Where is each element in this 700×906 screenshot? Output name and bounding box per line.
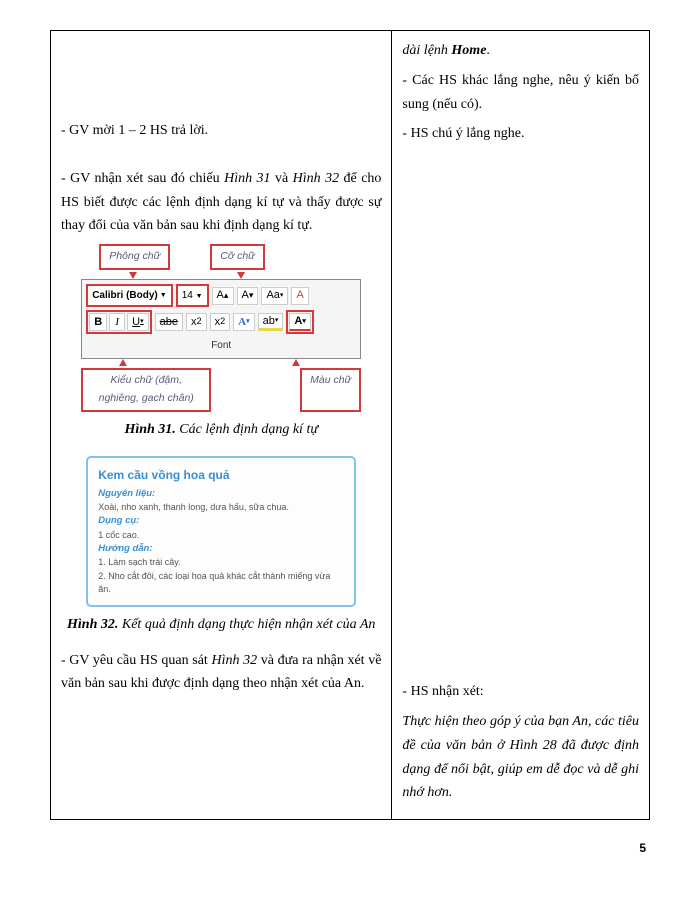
t: dài lệnh: [402, 43, 451, 58]
font-size-select[interactable]: 14 ▼: [176, 284, 209, 307]
caption-31: Hình 31. Các lệnh định dạng kí tự: [61, 418, 381, 442]
text-effects-btn[interactable]: A ▾: [233, 313, 254, 331]
style-group: B I U ▾: [86, 310, 151, 334]
t: Hình 31.: [124, 422, 179, 437]
font-ribbon: Calibri (Body) ▼ 14 ▼ A▴ A▾ Aa▾ A: [81, 279, 361, 359]
caption-32: Hình 32. Kết quả định dạng thực hiện nhậ…: [61, 613, 381, 637]
highlight-btn[interactable]: ab ▾: [258, 313, 284, 331]
superscript-btn[interactable]: x2: [210, 313, 231, 331]
subhead: Hướng dẫn:: [98, 542, 344, 556]
ribbon-group-label: Font: [86, 337, 356, 354]
label-color: Màu chữ: [300, 368, 361, 412]
t: Các lệnh định dạng kí tự: [179, 422, 318, 437]
t: Hình 32: [211, 653, 257, 668]
line: Xoài, nho xanh, thanh long, dưa hấu, sữa…: [98, 501, 344, 515]
clear-format-btn[interactable]: A: [291, 287, 308, 305]
t: .: [486, 43, 490, 58]
label-font: Phông chữ: [99, 244, 170, 270]
label-style: Kiểu chữ (đậm, nghiêng, gạch chân): [81, 368, 211, 412]
left-column: - GV mời 1 – 2 HS trả lời. - GV nhận xét…: [51, 31, 392, 820]
arrow-icon: [129, 272, 137, 279]
font-color-btn[interactable]: A ▾: [289, 313, 310, 331]
t: và: [271, 171, 293, 186]
font-color-group: A ▾: [286, 310, 313, 334]
subhead: Nguyên liệu:: [98, 487, 344, 501]
right-p2: - Các HS khác lắng nghe, nêu ý kiến bổ s…: [402, 69, 639, 117]
figure-32: Kem cầu vồng hoa quả Nguyên liệu: Xoài, …: [86, 456, 356, 607]
underline-btn[interactable]: U ▾: [127, 313, 148, 331]
figure-31: Phông chữ Cỡ chữ Calibri (Body) ▼ 14: [81, 244, 361, 412]
italic-btn[interactable]: I: [109, 313, 125, 331]
card-title: Kem cầu vồng hoa quả: [98, 466, 344, 484]
chevron-down-icon: ▼: [160, 290, 167, 302]
subscript-btn[interactable]: x2: [186, 313, 207, 331]
chevron-down-icon: ▼: [196, 293, 203, 300]
font-name-select[interactable]: Calibri (Body) ▼: [86, 284, 173, 307]
right-column: dài lệnh Home. - Các HS khác lắng nghe, …: [392, 31, 650, 820]
arrow-icon: [292, 359, 300, 366]
t: Kết quả định dạng thực hiện nhận xét của…: [122, 617, 376, 632]
t: Home: [451, 43, 486, 58]
bold-btn[interactable]: B: [89, 313, 107, 331]
right-p3: - HS chú ý lắng nghe.: [402, 122, 639, 146]
left-p3: - GV yêu cầu HS quan sát Hình 32 và đưa …: [61, 649, 381, 697]
lesson-table: - GV mời 1 – 2 HS trả lời. - GV nhận xét…: [50, 30, 650, 820]
t: - GV nhận xét sau đó chiếu: [61, 171, 224, 186]
grow-font-btn[interactable]: A▴: [212, 287, 234, 305]
t: Hình 31: [224, 171, 270, 186]
strike-btn[interactable]: abe: [155, 313, 183, 331]
line: 1 cốc cao.: [98, 529, 344, 543]
change-case-btn[interactable]: Aa▾: [261, 287, 288, 305]
subhead: Dụng cụ:: [98, 514, 344, 528]
page-number: 5: [50, 838, 650, 858]
left-p1: - GV mời 1 – 2 HS trả lời.: [61, 119, 381, 143]
font-size: 14: [182, 290, 193, 301]
right-p4: - HS nhận xét:: [402, 680, 639, 704]
left-p2: - GV nhận xét sau đó chiếu Hình 31 và Hì…: [61, 167, 381, 238]
font-name: Calibri (Body): [92, 287, 158, 304]
label-size: Cỡ chữ: [210, 244, 265, 270]
t: - GV yêu cầu HS quan sát: [61, 653, 211, 668]
right-p5: Thực hiện theo góp ý của bạn An, các tiê…: [402, 710, 639, 805]
right-p1: dài lệnh Home.: [402, 39, 639, 63]
shrink-font-btn[interactable]: A▾: [237, 287, 259, 305]
arrow-icon: [237, 272, 245, 279]
line: 1. Làm sạch trái cây.: [98, 556, 344, 570]
t: Hình 32: [293, 171, 339, 186]
arrow-icon: [119, 359, 127, 366]
line: 2. Nho cắt đôi, các loại hoa quả khác cắ…: [98, 570, 344, 597]
t: Hình 32.: [67, 617, 122, 632]
